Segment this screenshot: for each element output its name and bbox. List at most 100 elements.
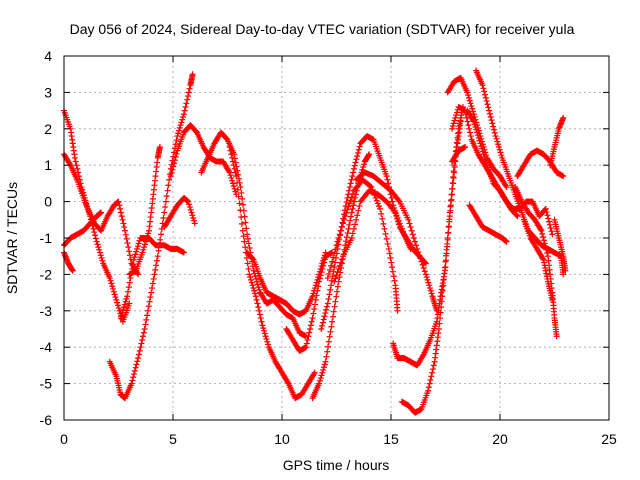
data-point <box>347 213 354 220</box>
series-track-30 <box>547 114 567 169</box>
data-point <box>321 313 328 320</box>
y-tick-label: 3 <box>44 84 52 100</box>
data-point <box>457 118 464 125</box>
data-point <box>124 293 131 300</box>
data-point <box>538 227 545 234</box>
data-point <box>260 325 267 332</box>
data-point <box>479 82 486 89</box>
data-point <box>397 223 404 230</box>
data-point <box>388 259 395 266</box>
data-point <box>173 150 180 157</box>
data-point <box>474 129 481 136</box>
series-track-23 <box>449 144 469 165</box>
data-point <box>537 226 544 233</box>
data-point <box>131 371 138 378</box>
y-tick-label: -2 <box>40 266 53 282</box>
data-point <box>473 126 480 133</box>
data-point <box>118 213 125 220</box>
data-point <box>143 316 150 323</box>
data-point <box>115 198 122 205</box>
data-point <box>334 283 341 290</box>
data-point <box>173 137 180 144</box>
data-point <box>495 144 502 150</box>
data-point <box>543 209 550 216</box>
data-point <box>482 94 489 101</box>
data-point <box>84 203 91 210</box>
data-point <box>438 298 445 305</box>
data-point <box>326 291 333 298</box>
data-point <box>316 275 323 282</box>
data-point <box>113 296 120 303</box>
data-point <box>228 174 235 181</box>
data-point <box>549 231 556 238</box>
data-point <box>465 94 472 101</box>
data-point <box>129 265 136 272</box>
data-point <box>332 259 339 266</box>
data-point <box>466 97 473 104</box>
data-point <box>560 173 567 180</box>
data-point <box>320 316 327 323</box>
data-point <box>314 287 321 294</box>
data-point <box>384 240 391 247</box>
data-point <box>69 267 76 274</box>
data-point <box>246 271 253 278</box>
data-point <box>560 271 567 278</box>
data-point <box>312 296 319 303</box>
data-point <box>427 287 434 294</box>
data-point <box>347 217 354 224</box>
data-point <box>336 231 343 238</box>
data-point <box>328 282 335 289</box>
data-point <box>335 265 342 272</box>
data-point <box>345 203 352 210</box>
data-point <box>316 278 323 285</box>
data-point <box>152 266 159 273</box>
data-point <box>329 258 336 265</box>
data-point <box>391 208 398 215</box>
data-point <box>347 197 354 204</box>
data-point <box>227 172 234 179</box>
data-point <box>167 173 174 180</box>
data-point <box>333 293 340 300</box>
data-point <box>109 283 116 290</box>
data-point <box>545 215 552 222</box>
data-point <box>73 162 80 169</box>
series-track-21 <box>444 74 510 191</box>
data-point <box>244 235 251 242</box>
data-point <box>165 182 172 189</box>
data-point <box>231 165 238 172</box>
data-point <box>110 285 117 292</box>
data-point <box>234 179 241 186</box>
data-point <box>324 348 331 355</box>
data-point <box>441 264 448 271</box>
data-point <box>396 220 403 227</box>
data-point <box>399 228 406 235</box>
data-point <box>182 103 189 110</box>
data-point <box>189 71 196 78</box>
data-point <box>256 311 263 318</box>
data-point <box>178 119 185 126</box>
y-tick-label: 0 <box>44 194 52 210</box>
data-point <box>177 122 184 129</box>
data-point <box>348 235 355 241</box>
data-point <box>453 109 460 116</box>
data-point <box>407 245 414 252</box>
data-point <box>349 190 356 197</box>
data-point <box>125 288 132 295</box>
data-point <box>142 321 149 328</box>
data-point <box>179 116 186 123</box>
data-point <box>80 192 87 199</box>
data-point <box>344 194 351 201</box>
data-point <box>467 133 474 140</box>
data-point <box>483 98 490 105</box>
series-track-28 <box>512 184 560 340</box>
data-point <box>470 118 477 125</box>
data-point <box>350 202 357 209</box>
series-track-26 <box>466 202 510 245</box>
data-point <box>389 198 396 205</box>
data-point <box>442 258 449 265</box>
data-point <box>236 200 243 207</box>
data-point <box>131 254 138 261</box>
data-point <box>395 217 402 224</box>
data-point <box>429 366 436 373</box>
